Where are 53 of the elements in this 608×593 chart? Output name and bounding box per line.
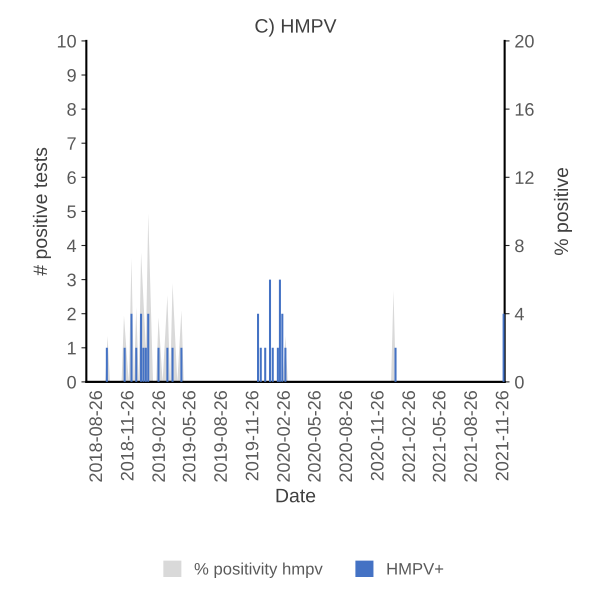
bar xyxy=(147,314,150,382)
bar xyxy=(106,348,108,382)
x-tick-label: 2021-11-26 xyxy=(496,391,508,480)
y2-tick-label: 20 xyxy=(515,34,534,48)
y-tick-label: 9 xyxy=(67,68,76,82)
x-tick-label: 2018-08-26 xyxy=(89,391,102,482)
bar xyxy=(135,348,138,382)
y-tick-label: 8 xyxy=(67,103,76,116)
x-tick-label: 2019-11-26 xyxy=(246,391,258,480)
x-tick-label: 2020-02-26 xyxy=(277,391,290,482)
bar xyxy=(172,348,174,382)
legend-label: HMPV+ xyxy=(387,563,444,575)
y2-tick-label: 8 xyxy=(515,239,524,252)
chart-title: C) HMPV xyxy=(255,18,336,37)
y2-tick-label: 16 xyxy=(516,103,534,116)
y-tick-label: 4 xyxy=(66,240,76,252)
bar xyxy=(394,348,397,382)
bar xyxy=(268,280,272,382)
y-tick-label: 5 xyxy=(67,206,76,218)
x-tick-label: 2020-05-26 xyxy=(308,391,321,482)
x-tick-label: 2021-08-26 xyxy=(464,391,477,482)
x-tick-label: 2018-11-26 xyxy=(120,391,134,480)
y2-axis-title: % positive xyxy=(554,168,572,256)
y-tick-label: 7 xyxy=(68,137,76,150)
x-tick-label: 2019-02-26 xyxy=(152,391,166,482)
bar xyxy=(264,348,266,382)
x-tick-label: 2020-08-26 xyxy=(339,391,352,482)
bar xyxy=(278,280,281,382)
y-tick-label: 3 xyxy=(67,274,76,286)
bar xyxy=(166,348,168,382)
bar xyxy=(180,348,182,382)
bar xyxy=(140,314,142,382)
y2-tick-label: 0 xyxy=(515,376,524,389)
y-tick-label: 2 xyxy=(67,308,76,320)
y2-tick-label: 12 xyxy=(516,171,534,184)
x-tick-label: 2021-02-26 xyxy=(402,391,416,482)
y2-tick-label: 4 xyxy=(514,308,524,320)
y-tick-label: 1 xyxy=(68,342,76,354)
bar xyxy=(124,348,126,382)
x-tick-label: 2019-08-26 xyxy=(214,391,227,482)
x-axis-title: Date xyxy=(276,488,316,502)
bar xyxy=(502,314,505,382)
x-tick-label: 2020-11-26 xyxy=(370,391,384,480)
legend-label: % positivity hmpv xyxy=(194,562,323,578)
y-tick-label: 6 xyxy=(67,171,76,184)
bar xyxy=(157,348,160,382)
y-axis-title: # positive tests xyxy=(32,148,51,276)
y-tick-label: 0 xyxy=(67,376,76,389)
y-tick-label: 10 xyxy=(58,34,76,48)
bar xyxy=(130,314,133,382)
x-tick-label: 2019-05-26 xyxy=(182,391,196,482)
bar xyxy=(257,314,260,382)
x-tick-label: 2021-05-26 xyxy=(432,391,446,482)
